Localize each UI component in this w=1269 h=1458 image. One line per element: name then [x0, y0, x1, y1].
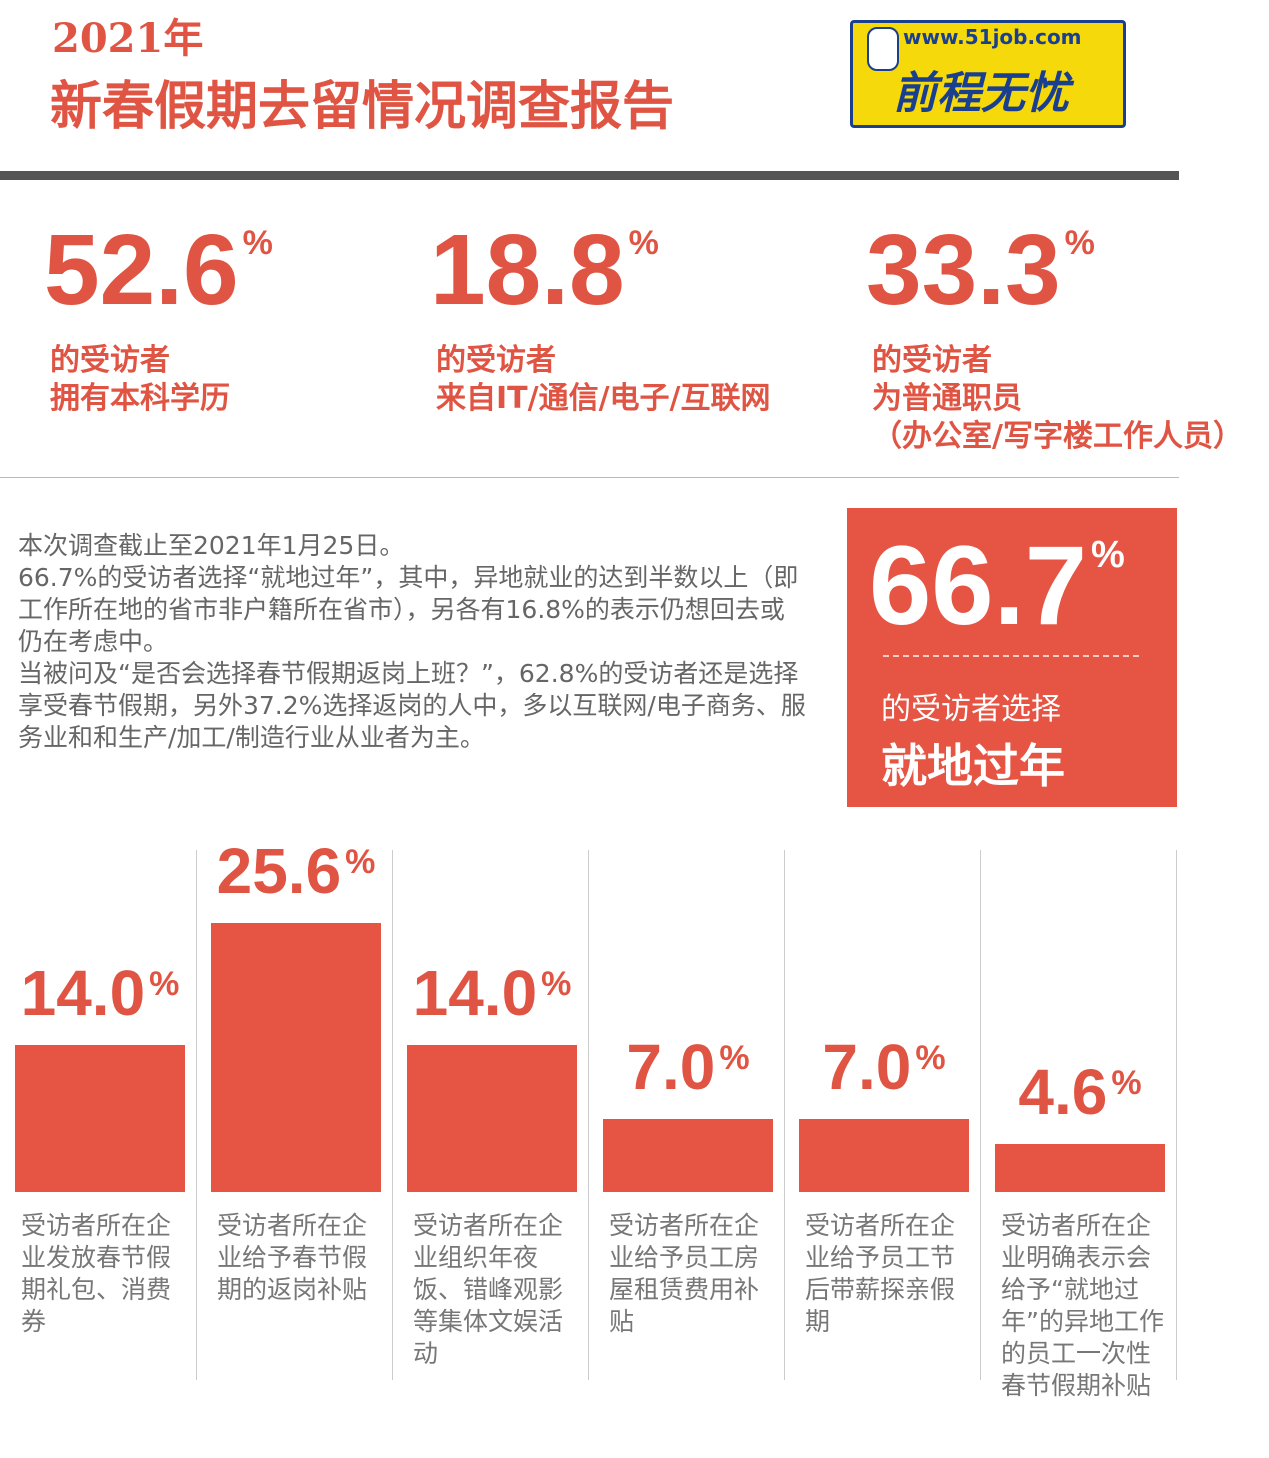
highlight-caption: 的受访者选择	[881, 692, 1061, 727]
category-label: 受访者所在企业发放春节假期礼包、消费券	[21, 1211, 172, 1336]
value-label-unit: %	[719, 1038, 750, 1077]
divider-thick	[0, 171, 1179, 180]
column-divider	[1176, 850, 1177, 1380]
stat-unit: %	[628, 224, 659, 262]
value-label-unit: %	[1111, 1063, 1142, 1102]
logo-hand	[867, 27, 899, 71]
value-label-unit: %	[915, 1038, 946, 1077]
column-divider	[980, 850, 981, 1380]
bar	[603, 1118, 773, 1192]
logo: www.51job.com 前程无忧	[850, 20, 1126, 128]
category-label: 受访者所在企业给予员工节后带薪探亲假期	[805, 1211, 956, 1336]
stat-description: 来自IT/通信/电子/互联网	[436, 381, 771, 416]
category-label: 受访者所在企业组织年夜饭、错峰观影等集体文娱活动	[413, 1211, 564, 1368]
stat-number: 33.3	[866, 214, 1061, 326]
stat-value: 18.8%	[430, 220, 659, 320]
highlight-number: 66.7	[869, 523, 1087, 648]
highlight-unit: %	[1090, 534, 1125, 576]
bar	[211, 923, 381, 1192]
value-label-unit: %	[149, 965, 180, 1003]
stat-number: 18.8	[430, 214, 625, 326]
value-label: 7.0%	[603, 1035, 773, 1099]
report-title: 新春假期去留情况调查报告	[50, 77, 675, 137]
column-divider	[196, 850, 197, 1380]
value-label-number: 25.6	[216, 835, 342, 908]
logo-name: 前程无忧	[893, 68, 1069, 119]
value-label-number: 14.0	[20, 957, 146, 1029]
stat-description: 的受访者	[872, 343, 992, 378]
column-divider	[588, 850, 589, 1380]
bar	[995, 1143, 1165, 1192]
stat-value: 33.3%	[866, 220, 1095, 320]
column-divider	[784, 850, 785, 1380]
stat-description: 的受访者	[50, 343, 170, 378]
value-label-unit: %	[345, 843, 376, 882]
column-divider	[392, 850, 393, 1380]
value-label-unit: %	[541, 965, 572, 1003]
highlight-value: 66.7%	[869, 530, 1125, 642]
value-label: 7.0%	[799, 1035, 969, 1099]
summary-paragraph: 当被问及“是否会选择春节假期返岗上班？”，62.8%的受访者还是选择享受春节假期…	[18, 659, 806, 752]
dashed-rule	[883, 655, 1139, 657]
stat-value: 52.6%	[44, 220, 273, 320]
value-label: 25.6%	[211, 839, 381, 903]
value-label-number: 7.0	[822, 1030, 912, 1103]
stat-description: （办公室/写字楼工作人员）	[872, 419, 1243, 454]
value-label: 14.0%	[407, 961, 577, 1025]
bar	[407, 1045, 577, 1192]
value-label-number: 14.0	[412, 957, 538, 1029]
value-label: 14.0%	[15, 961, 185, 1025]
highlight-box: 66.7% 的受访者选择 就地过年	[847, 508, 1177, 807]
value-label-number: 7.0	[626, 1030, 716, 1103]
stat-description: 的受访者	[436, 343, 556, 378]
bar	[799, 1118, 969, 1192]
summary-paragraph: 66.7%的受访者选择“就地过年”，其中，异地就业的达到半数以上（即工作所在地的…	[18, 563, 799, 656]
highlight-emphasis: 就地过年	[881, 739, 1065, 793]
value-label-number: 4.6	[1018, 1055, 1108, 1128]
stat-description: 拥有本科学历	[50, 381, 230, 416]
category-label: 受访者所在企业明确表示会给予“就地过年”的异地工作的员工一次性春节假期补贴	[1001, 1211, 1164, 1400]
stat-unit: %	[1064, 224, 1095, 262]
value-label: 4.6%	[995, 1060, 1165, 1124]
summary-paragraph: 本次调查截止至2021年1月25日。	[18, 531, 405, 560]
category-label: 受访者所在企业给予员工房屋租赁费用补贴	[609, 1211, 760, 1336]
logo-url: www.51job.com	[903, 25, 1082, 49]
stat-unit: %	[242, 224, 273, 262]
divider-thin	[0, 477, 1179, 478]
bar	[15, 1045, 185, 1192]
category-label: 受访者所在企业给予春节假期的返岗补贴	[217, 1211, 368, 1304]
summary: 本次调查截止至2021年1月25日。 66.7%的受访者选择“就地过年”，其中，异…	[18, 530, 808, 754]
report-year: 2021年	[52, 15, 204, 62]
stat-number: 52.6	[44, 214, 239, 326]
stat-description: 为普通职员	[872, 381, 1022, 416]
